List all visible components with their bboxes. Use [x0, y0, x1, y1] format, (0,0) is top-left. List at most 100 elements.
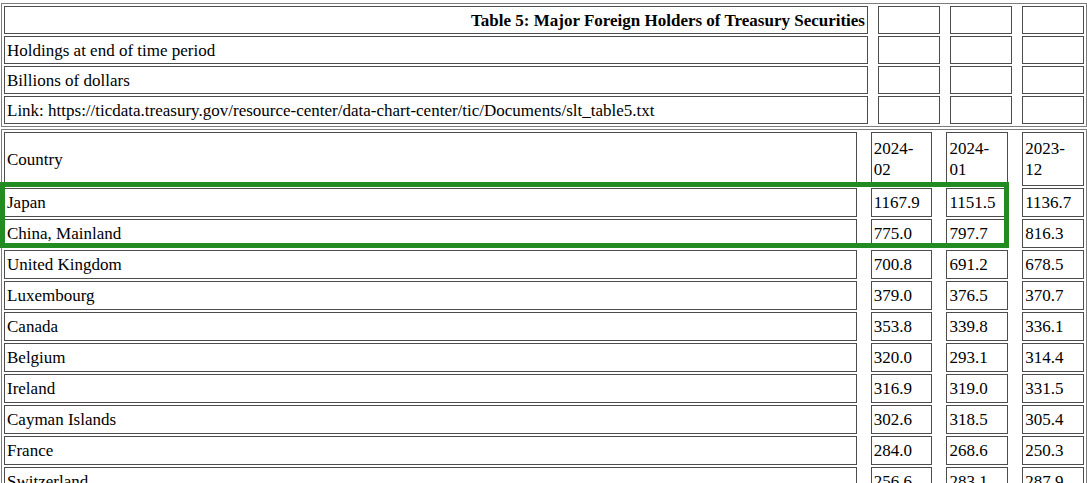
- value-cell: 678.5: [1022, 250, 1084, 279]
- spacer-cell: [859, 436, 869, 465]
- spacer-cell: [934, 467, 944, 483]
- meta-row: Link: https://ticdata.treasury.gov/resou…: [4, 96, 1084, 124]
- value-cell: 268.6: [946, 436, 1008, 465]
- spacer-cell: [934, 219, 944, 248]
- spacer-cell: [870, 66, 876, 94]
- spacer-cell: [942, 6, 948, 34]
- table-row: United Kingdom700.8691.2678.5: [4, 250, 1084, 279]
- spacer-cell: [934, 343, 944, 372]
- spacer-cell: [934, 188, 944, 217]
- spacer-cell: [934, 312, 944, 341]
- holdings-note: Holdings at end of time period: [4, 36, 868, 64]
- country-cell: Japan: [4, 188, 857, 217]
- spacer-cell: [1010, 436, 1020, 465]
- table-row: Ireland316.9319.0331.5: [4, 374, 1084, 403]
- table-row: Luxembourg379.0376.5370.7: [4, 281, 1084, 310]
- table-row: France 284.0 268.6 250.3: [4, 436, 1084, 465]
- value-cell: 302.6: [871, 405, 933, 434]
- spacer-cell: [859, 281, 869, 310]
- spacer-cell: [1010, 219, 1020, 248]
- spacer-cell: [1014, 66, 1020, 94]
- empty-cell: [950, 96, 1012, 124]
- spacer-cell: [942, 96, 948, 124]
- column-header-period: 2024- 01: [946, 132, 1008, 186]
- spacer-cell: [870, 36, 876, 64]
- spacer-cell: [934, 405, 944, 434]
- value-cell: 283.1: [946, 467, 1008, 483]
- empty-cell: [878, 96, 940, 124]
- value-cell: 339.8: [946, 312, 1008, 341]
- country-cell: Canada: [4, 312, 857, 341]
- value-cell: 1167.9: [871, 188, 933, 217]
- spacer-cell: [1010, 467, 1020, 483]
- spacer-cell: [1010, 312, 1020, 341]
- report-page: Table 5: Major Foreign Holders of Treasu…: [0, 0, 1087, 483]
- table-title: Table 5: Major Foreign Holders of Treasu…: [4, 6, 868, 34]
- spacer-cell: [942, 36, 948, 64]
- spacer-cell: [1010, 343, 1020, 372]
- country-cell: Belgium: [4, 343, 857, 372]
- column-header-country: Country: [4, 132, 857, 186]
- spacer-cell: [934, 281, 944, 310]
- spacer-cell: [859, 188, 869, 217]
- value-cell: 370.7: [1022, 281, 1084, 310]
- spacer-cell: [859, 405, 869, 434]
- value-cell: 1136.7: [1022, 188, 1084, 217]
- table-row: China, Mainland775.0797.7816.3: [4, 219, 1084, 248]
- spacer-cell: [1014, 96, 1020, 124]
- table-row: Switzerland 256.6 283.1 287.9: [4, 467, 1084, 483]
- meta-table: Table 5: Major Foreign Holders of Treasu…: [1, 3, 1087, 127]
- spacer-cell: [870, 96, 876, 124]
- spacer-cell: [859, 250, 869, 279]
- empty-cell: [878, 66, 940, 94]
- value-cell: 319.0: [946, 374, 1008, 403]
- empty-cell: [1022, 96, 1084, 124]
- value-cell: 775.0: [871, 219, 933, 248]
- empty-cell: [950, 36, 1012, 64]
- value-cell: 284.0: [871, 436, 933, 465]
- value-cell: 331.5: [1022, 374, 1084, 403]
- spacer-cell: [859, 467, 869, 483]
- value-cell: 256.6: [871, 467, 933, 483]
- column-header-period: 2024- 02: [871, 132, 933, 186]
- source-link-text: Link: https://ticdata.treasury.gov/resou…: [4, 96, 868, 124]
- country-cell: France: [4, 436, 857, 465]
- spacer-cell: [942, 66, 948, 94]
- spacer-cell: [859, 312, 869, 341]
- value-cell: 691.2: [946, 250, 1008, 279]
- empty-cell: [1022, 66, 1084, 94]
- country-cell: Cayman Islands: [4, 405, 857, 434]
- table-row: Canada353.8339.8336.1: [4, 312, 1084, 341]
- value-cell: 318.5: [946, 405, 1008, 434]
- spacer-cell: [1010, 374, 1020, 403]
- country-cell: Switzerland: [4, 467, 857, 483]
- value-cell: 287.9: [1022, 467, 1084, 483]
- country-cell: United Kingdom: [4, 250, 857, 279]
- meta-row: Billions of dollars: [4, 66, 1084, 94]
- spacer-cell: [1010, 132, 1020, 186]
- country-cell: China, Mainland: [4, 219, 857, 248]
- value-cell: 305.4: [1022, 405, 1084, 434]
- spacer-cell: [1010, 188, 1020, 217]
- empty-cell: [878, 6, 940, 34]
- value-cell: 250.3: [1022, 436, 1084, 465]
- table-row: Cayman Islands 302.6 318.5 305.4: [4, 405, 1084, 434]
- column-header-row: Country 2024- 02 2024- 01 2023- 12: [4, 132, 1084, 186]
- units-note: Billions of dollars: [4, 66, 868, 94]
- spacer-cell: [1010, 281, 1020, 310]
- meta-row: Holdings at end of time period: [4, 36, 1084, 64]
- value-cell: 314.4: [1022, 343, 1084, 372]
- spacer-cell: [859, 132, 869, 186]
- spacer-cell: [870, 6, 876, 34]
- spacer-cell: [934, 374, 944, 403]
- spacer-cell: [934, 250, 944, 279]
- value-cell: 353.8: [871, 312, 933, 341]
- holdings-table: Country 2024- 02 2024- 01 2023- 12 Japan…: [1, 129, 1087, 483]
- country-cell: Ireland: [4, 374, 857, 403]
- column-header-period: 2023- 12: [1022, 132, 1084, 186]
- value-cell: 797.7: [946, 219, 1008, 248]
- spacer-cell: [1010, 405, 1020, 434]
- holdings-table-body: Country 2024- 02 2024- 01 2023- 12 Japan…: [4, 132, 1084, 483]
- table-row: Japan1167.91151.51136.7: [4, 188, 1084, 217]
- table-row: Belgium320.0293.1314.4: [4, 343, 1084, 372]
